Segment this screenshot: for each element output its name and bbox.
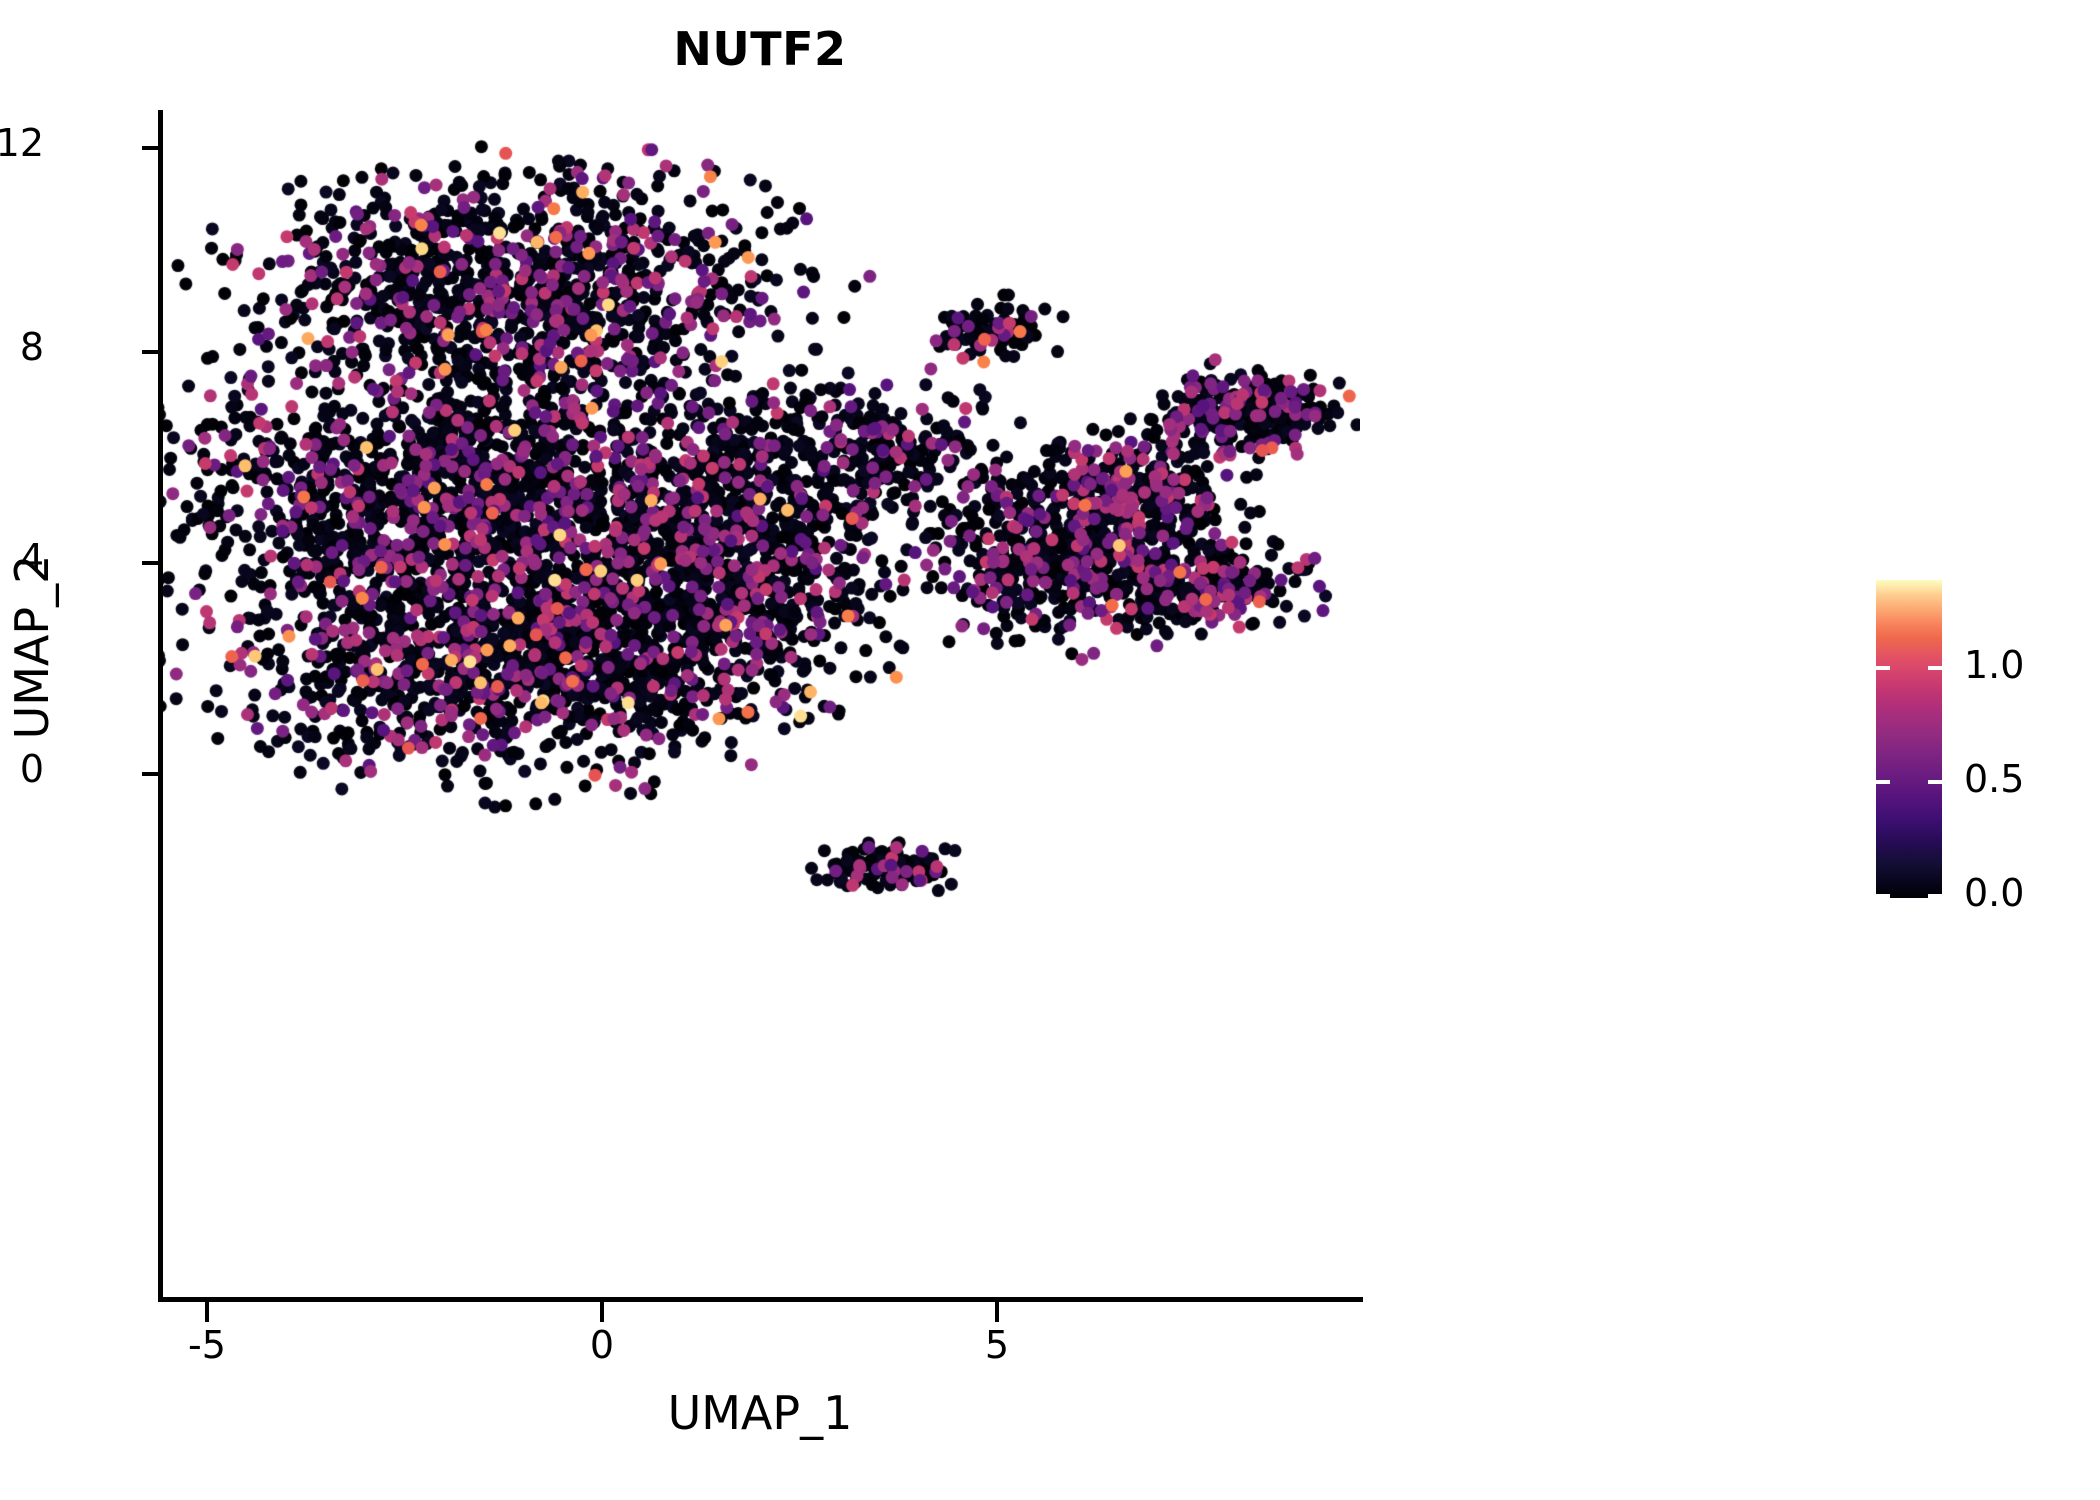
y-tick-mark-12 bbox=[142, 146, 158, 150]
colorbar-tick-0.5 bbox=[1876, 780, 1890, 784]
plot-area bbox=[160, 110, 1360, 1300]
page-title: NUTF2 bbox=[673, 22, 847, 76]
y-tick-label-8: 8 bbox=[19, 325, 44, 369]
colorbar-tick-0.0-right bbox=[1928, 894, 1942, 898]
y-tick-mark-8 bbox=[142, 350, 158, 354]
y-tick-label-4: 4 bbox=[19, 536, 44, 580]
colorbar-tick-0.0 bbox=[1876, 894, 1890, 898]
colorbar-gradient bbox=[1876, 580, 1942, 898]
x-tick-mark-5 bbox=[995, 1302, 999, 1322]
y-tick-mark-0 bbox=[142, 772, 158, 776]
colorbar-tick-0.5-right bbox=[1928, 780, 1942, 784]
x-tick-mark-neg5 bbox=[205, 1302, 209, 1322]
scatter-point-cloud bbox=[160, 110, 1360, 1300]
y-axis-spine bbox=[158, 110, 163, 1302]
x-tick-label-5: 5 bbox=[984, 1323, 1010, 1367]
colorbar-label-1.0: 1.0 bbox=[1964, 643, 2025, 687]
y-axis-label: UMAP_2 bbox=[5, 554, 59, 740]
x-axis-spine bbox=[158, 1297, 1363, 1302]
x-axis-label: UMAP_1 bbox=[667, 1386, 853, 1440]
y-tick-label-12: 12 bbox=[0, 121, 44, 165]
y-tick-mark-4 bbox=[142, 561, 158, 565]
x-tick-label-0: 0 bbox=[589, 1323, 615, 1367]
x-tick-mark-0 bbox=[600, 1302, 604, 1322]
colorbar-tick-1.0 bbox=[1876, 666, 1890, 670]
colorbar-tick-1.0-right bbox=[1928, 666, 1942, 670]
colorbar-label-0.5: 0.5 bbox=[1964, 757, 2025, 801]
colorbar-label-0.0: 0.0 bbox=[1964, 871, 2025, 915]
y-tick-label-0: 0 bbox=[19, 747, 44, 791]
x-tick-label-neg5: -5 bbox=[188, 1323, 226, 1367]
